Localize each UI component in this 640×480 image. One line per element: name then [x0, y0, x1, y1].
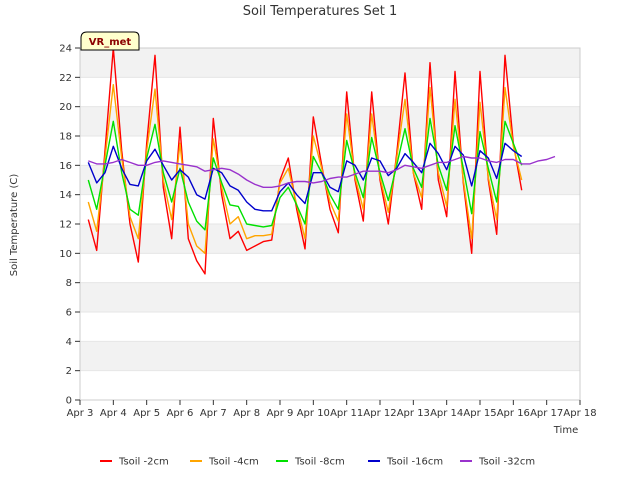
- y-tick-label: 14: [59, 190, 72, 201]
- y-tick-label: 12: [59, 220, 72, 231]
- y-tick-label: 2: [66, 366, 72, 377]
- legend-label: Tsoil -32cm: [478, 457, 535, 468]
- series-lines: [87, 47, 556, 275]
- legend-label: Tsoil -2cm: [118, 457, 169, 468]
- x-axis-label: Time: [553, 425, 578, 436]
- x-tick-label: Apr 18: [563, 408, 596, 419]
- badge-label: VR_met: [89, 37, 132, 48]
- x-tick-label: Apr 13: [397, 408, 430, 419]
- x-tick-label: Apr 15: [463, 408, 496, 419]
- x-axis: Apr 3 Apr 4 Apr 5 Apr 6 Apr 7 Apr 8 Apr 9 Apr 1…: [67, 400, 597, 419]
- series-line-4: [88, 155, 556, 188]
- y-tick-label: 10: [59, 249, 72, 260]
- y-tick-label: 16: [59, 161, 72, 172]
- x-tick-label: Apr 14: [430, 408, 463, 419]
- x-tick-label: Apr 11: [330, 408, 363, 419]
- grid-band: [80, 106, 580, 136]
- y-tick-label: 22: [59, 73, 72, 84]
- x-tick-label: Apr 12: [363, 408, 396, 419]
- grid-bands: [80, 47, 580, 401]
- legend: Tsoil -2cm Tsoil -4cm Tsoil -8cm Tsoil -16c…: [100, 457, 535, 468]
- series-line-2: [87, 117, 523, 231]
- grid-band: [80, 48, 580, 78]
- y-axis-label: Soil Temperature (C): [9, 174, 20, 277]
- grid-band: [80, 282, 580, 312]
- y-tick-label: 6: [66, 308, 72, 319]
- x-tick-label: Apr 3: [67, 408, 94, 419]
- badge-box: [80, 31, 140, 51]
- x-tick-label: Apr 5: [133, 408, 160, 419]
- x-tick-label: Apr 7: [200, 408, 227, 419]
- y-tick-label: 8: [66, 278, 72, 289]
- y-tick-label: 20: [59, 102, 72, 113]
- x-tick-label: Apr 8: [233, 408, 260, 419]
- x-tick-label: Apr 4: [100, 408, 127, 419]
- station-badge: VR_met: [80, 31, 140, 51]
- grid-band: [80, 224, 580, 254]
- y-tick-label: 24: [59, 44, 72, 55]
- legend-label: Tsoil -4cm: [208, 457, 259, 468]
- legend-label: Tsoil -16cm: [386, 457, 443, 468]
- y-tick-label: 4: [66, 337, 72, 348]
- legend-label: Tsoil -8cm: [294, 457, 345, 468]
- y-tick-label: 0: [66, 396, 72, 407]
- x-tick-label: Apr 10: [297, 408, 330, 419]
- x-tick-label: Apr 6: [167, 408, 194, 419]
- grid-band: [80, 341, 580, 371]
- x-tick-label: Apr 9: [267, 408, 294, 419]
- x-tick-label: Apr 17: [530, 408, 563, 419]
- chart-title: Soil Temperatures Set 1: [243, 4, 398, 19]
- grid-band: [80, 165, 580, 195]
- y-tick-label: 18: [59, 132, 72, 143]
- x-tick-label: Apr 16: [497, 408, 530, 419]
